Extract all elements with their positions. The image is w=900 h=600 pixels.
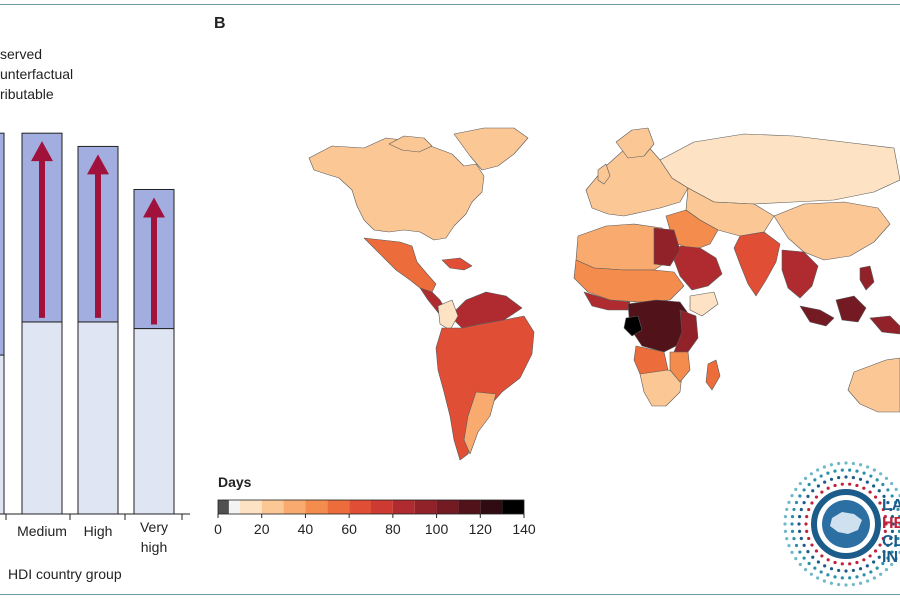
map-region-madagascar [705,359,721,391]
colorbar-bin [305,500,328,514]
logo-text-line-4: IN [882,549,898,566]
logo-europe-shape [830,512,862,534]
colorbar-tick-label: 120 [469,521,493,537]
map-region-arctic-islands [388,135,433,153]
logo-text-line-3: CL [882,533,900,550]
logo-dot-rings [783,461,900,587]
colorbar-bin [228,500,240,514]
map-region-scandinavia [615,127,655,159]
map-region-india [733,231,781,297]
colorbar-bin [458,500,481,514]
colorbar-tick-label: 100 [425,521,449,537]
colorbar-bin [327,500,350,514]
panel-label-b: B [214,15,226,32]
attributable-arrow-head [87,154,109,175]
bar-counterfactual [21,321,63,515]
colorbar-tick-label: 140 [512,521,536,537]
colorbar-tick-label: 0 [214,521,222,537]
colorbar-bin [218,500,229,514]
map-region-colombia [437,299,459,331]
colorbar-outline [217,499,525,515]
map-region-north-america [308,137,485,241]
logo-text-line-2: HE [882,515,900,532]
bar-partial-counterfactual [0,354,5,515]
colorbar-bin [239,500,262,514]
colorbar-bin [283,500,306,514]
colorbar-tick-label: 40 [298,521,314,537]
logo-text-line-1: LA [882,497,900,514]
category-label: High [84,523,113,539]
bottom-frame-line [0,594,900,595]
attributable-arrow-head [143,197,165,218]
hdi-bar-chart: Medium High Very high [0,132,190,555]
colorbar-bin [436,500,459,514]
map-region-uk [597,163,611,185]
bar-counterfactual [133,328,175,515]
map-region-mozambique [669,351,691,383]
map-region-indochina [781,249,819,299]
legend-attributable-label: ributable [0,86,54,102]
map-region-egypt [653,227,681,267]
attributable-arrow-head [31,141,53,162]
colorbar-bin [349,500,371,514]
colorbar-tick-label: 80 [385,521,401,537]
map-region-arabia [673,245,723,291]
map-region-greenland [453,127,529,171]
legend-counterfactual-label: unterfactual [0,66,74,82]
colorbar-title: Days [218,474,252,490]
map-region-caribbean [441,257,473,271]
bar-counterfactual [77,321,119,515]
colorbar-bin [480,500,503,514]
map-region-congo-coast [623,315,643,337]
colorbar-bins [217,499,525,515]
category-label: Very high [140,519,168,555]
days-colorbar: 0 20 40 60 80 100 120 140 [214,499,536,537]
map-region-west-africa-coast [583,291,631,311]
x-axis-title: HDI country group [8,566,122,582]
colorbar-bin [371,500,393,514]
map-region-horn-of-africa [689,291,719,317]
map-region-south-america [435,315,535,461]
colorbar-bin [414,500,437,514]
map-region-indonesia-west [799,305,835,327]
colorbar-bin [502,500,524,514]
colorbar-bin [261,500,284,514]
map-region-mexico [363,237,437,293]
map-region-australia [847,357,900,413]
top-frame-line [0,4,900,5]
category-label: Medium [17,523,67,539]
report-logo: LA HE CL IN [783,461,900,587]
legend-observed-label: served [0,46,43,62]
colorbar-tick-label: 60 [341,521,357,537]
colorbar-bin [392,500,415,514]
map-region-new-guinea [869,315,900,335]
category-labels: Medium High Very high [17,519,168,555]
colorbar-ticks: 0 20 40 60 80 100 120 140 [214,514,536,537]
map-region-philippines [859,265,875,291]
bar-partial-attributable [0,132,5,356]
world-map [308,127,900,461]
map-region-borneo [835,295,867,323]
colorbar-tick-label: 20 [254,521,270,537]
map-region-sahel [573,259,685,303]
bars-group [0,132,175,515]
map-region-southern-cone [463,391,497,455]
map-region-east-asia [773,201,891,261]
